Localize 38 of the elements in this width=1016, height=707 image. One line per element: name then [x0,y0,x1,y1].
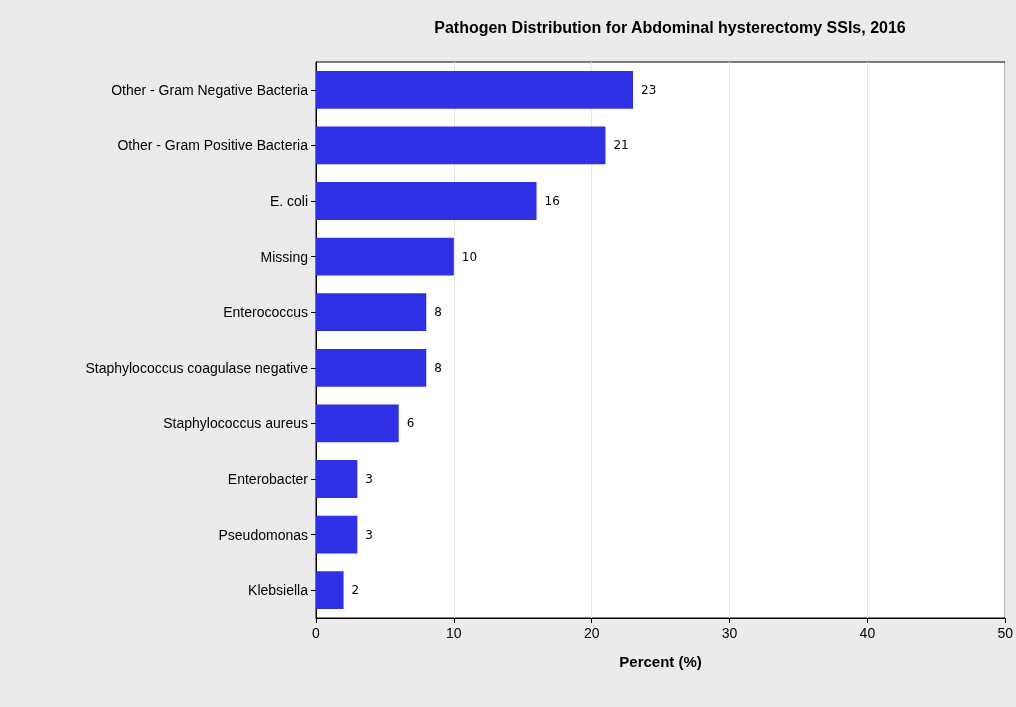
data-label: 21 [613,138,629,153]
bar [316,237,454,276]
x-axis-title: Percent (%) [619,653,702,670]
data-label: 3 [365,472,373,486]
bar [316,70,634,109]
y-tick-label: Enterobacter [227,471,309,487]
data-label: 8 [434,360,442,375]
bar [316,571,344,610]
x-tick-label: 0 [312,625,321,641]
y-tick-label: Staphylococcus coagulase negative [85,359,309,376]
y-tick-label: Other - Gram Positive Bacteria [117,137,309,154]
data-label: 16 [544,194,560,208]
x-tick-label: 20 [583,625,600,641]
data-label: 8 [434,305,442,320]
data-label: 3 [365,527,373,542]
data-label: 6 [406,416,415,431]
data-label: 23 [641,82,657,97]
bar [316,404,399,443]
bar [316,348,427,387]
y-tick-label: Other - Gram Negative Bacteria [111,81,309,98]
data-label: 10 [461,249,478,264]
y-tick-label: E. coli [269,193,308,209]
x-tick-label: 50 [997,625,1014,641]
y-tick-label: Klebsiella [248,582,309,599]
x-tick-label: 10 [446,625,462,641]
x-tick-label: 40 [859,625,876,641]
data-label: 2 [351,583,360,598]
chart-title: Pathogen Distribution for Abdominal hysterectomy SSIs, 2016 [434,18,906,36]
y-tick-label: Pseudomonas [218,526,308,543]
bar [316,515,358,554]
y-tick-label: Staphylococcus aureus [163,415,308,432]
x-tick-label: 30 [721,625,738,641]
bar [316,293,427,332]
y-tick-label: Enterococcus [223,304,308,321]
bar [316,126,606,165]
bar [316,182,537,220]
y-tick-label: Missing [260,248,308,265]
bar [316,460,358,498]
